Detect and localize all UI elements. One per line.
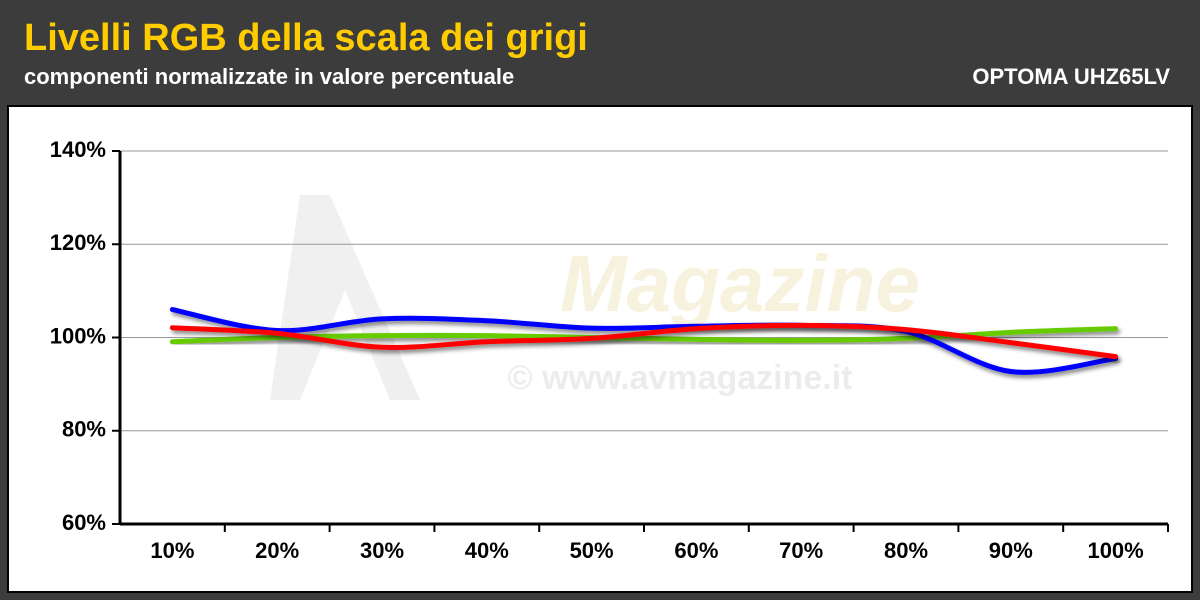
y-tick-label: 80%	[62, 417, 106, 442]
x-tick-label: 30%	[360, 538, 404, 563]
y-tick-label: 60%	[62, 510, 106, 535]
x-tick-label: 20%	[255, 538, 299, 563]
x-tick-label: 60%	[674, 538, 718, 563]
x-tick-label: 100%	[1087, 538, 1143, 563]
y-tick-label: 100%	[50, 323, 106, 348]
x-tick-label: 90%	[989, 538, 1033, 563]
y-tick-label: 140%	[50, 137, 106, 162]
series-line	[169, 322, 1119, 360]
lines	[169, 307, 1119, 375]
x-tick-label: 50%	[570, 538, 614, 563]
y-tick-label: 120%	[50, 230, 106, 255]
x-tick-label: 80%	[884, 538, 928, 563]
watermark-logo: Magazine	[560, 239, 920, 328]
device-name: OPTOMA UHZ65LV	[972, 64, 1170, 89]
x-tick-label: 10%	[150, 538, 194, 563]
watermark-url: © www.avmagazine.it	[508, 359, 853, 397]
plot-panel	[7, 105, 1193, 593]
series-line	[169, 307, 1119, 375]
chart-subtitle: componenti normalizzate in valore percen…	[24, 64, 514, 89]
axes: 60% 80% 100% 120% 140% 10% 20% 30% 40% 50% 60% 70% 8…	[50, 137, 1169, 563]
chart-title: Livelli RGB della scala dei grigi	[24, 17, 588, 59]
x-tick-label: 70%	[779, 538, 823, 563]
x-tick-label: 40%	[465, 538, 509, 563]
